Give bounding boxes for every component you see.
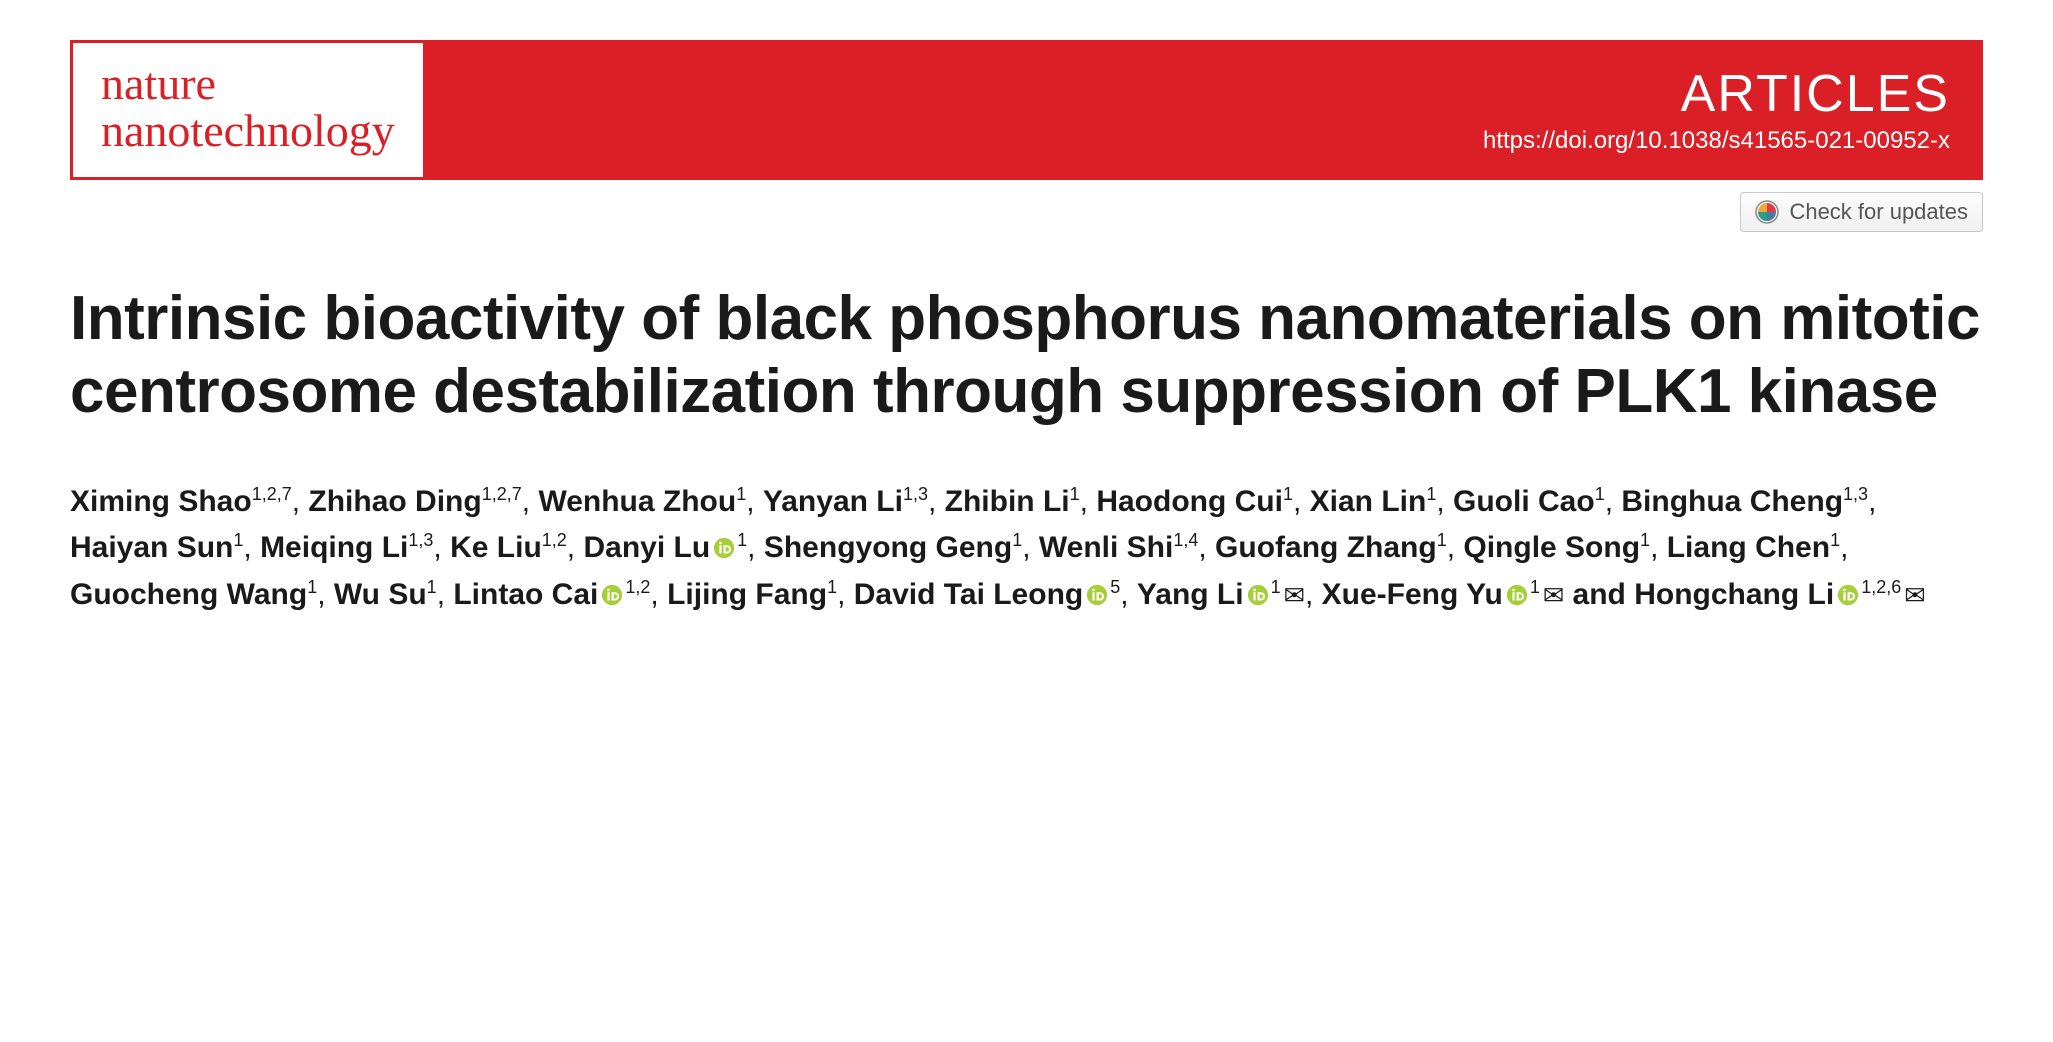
doi-url[interactable]: https://doi.org/10.1038/s41565-021-00952…: [1483, 127, 1950, 155]
corresponding-mail-icon: ✉: [1904, 577, 1925, 617]
author-affiliation: 1: [427, 577, 437, 597]
author-affiliation: 1,3: [903, 484, 928, 504]
section-label: ARTICLES: [1681, 66, 1950, 123]
author: Ke Liu1,2: [450, 531, 567, 564]
author-affiliation: 5: [1110, 577, 1120, 597]
corresponding-mail-icon: ✉: [1543, 577, 1564, 617]
author: Binghua Cheng1,3: [1621, 485, 1868, 518]
author-affiliation: 1,3: [408, 530, 433, 550]
crossmark-icon: [1755, 200, 1779, 224]
author-affiliation: 1,2: [625, 577, 650, 597]
author: Wenhua Zhou1: [538, 485, 746, 518]
journal-name-box: nature nanotechnology: [73, 43, 423, 177]
article-title: Intrinsic bioactivity of black phosphoru…: [70, 282, 1983, 428]
author: Guocheng Wang1: [70, 578, 317, 611]
author-affiliation: 1: [1530, 577, 1540, 597]
author: Zhihao Ding1,2,7: [308, 485, 521, 518]
author-affiliation: 1: [1070, 484, 1080, 504]
check-for-updates-label: Check for updates: [1789, 199, 1968, 225]
author: Liang Chen1: [1667, 531, 1840, 564]
author: Shengyong Geng1: [764, 531, 1022, 564]
author: Zhibin Li1: [945, 485, 1080, 518]
author: Yanyan Li1,3: [763, 485, 928, 518]
author-affiliation: 1: [1437, 530, 1447, 550]
author: Haodong Cui1: [1096, 485, 1293, 518]
orcid-icon: [1503, 578, 1530, 611]
author-affiliation: 1,3: [1843, 484, 1868, 504]
orcid-icon: [1083, 578, 1110, 611]
author-affiliation: 1,2,7: [482, 484, 522, 504]
author: Yang Li1✉: [1137, 578, 1305, 611]
author: Guoli Cao1: [1453, 485, 1605, 518]
author: Hongchang Li1,2,6✉: [1634, 578, 1925, 611]
orcid-icon: [1834, 578, 1861, 611]
author-affiliation: 1,4: [1173, 530, 1198, 550]
author: Qingle Song1: [1463, 531, 1650, 564]
author-affiliation: 1: [1012, 530, 1022, 550]
author-affiliation: 1: [1283, 484, 1293, 504]
author: Lijing Fang1: [667, 578, 837, 611]
check-updates-row: Check for updates: [70, 192, 1983, 232]
journal-name-line1: nature: [101, 61, 395, 107]
author-affiliation: 1: [1426, 484, 1436, 504]
author: Xue-Feng Yu1✉: [1322, 578, 1565, 611]
author-affiliation: 1: [233, 530, 243, 550]
author-affiliation: 1: [827, 577, 837, 597]
author-affiliation: 1: [1640, 530, 1650, 550]
author: Danyi Lu1: [583, 531, 747, 564]
author: Meiqing Li1,3: [260, 531, 433, 564]
author: Haiyan Sun1: [70, 531, 243, 564]
author-affiliation: 1: [1595, 484, 1605, 504]
author: Ximing Shao1,2,7: [70, 485, 292, 518]
author-affiliation: 1: [1830, 530, 1840, 550]
author: David Tai Leong5: [854, 578, 1120, 611]
author: Xian Lin1: [1310, 485, 1437, 518]
check-for-updates-button[interactable]: Check for updates: [1740, 192, 1983, 232]
author: Lintao Cai1,2: [453, 578, 650, 611]
author-affiliation: 1: [1271, 577, 1281, 597]
header-red-strip: ARTICLES https://doi.org/10.1038/s41565-…: [423, 43, 1980, 177]
author-affiliation: 1,2,7: [252, 484, 292, 504]
author-affiliation: 1: [737, 530, 747, 550]
author: Wu Su1: [334, 578, 437, 611]
corresponding-mail-icon: ✉: [1284, 577, 1305, 617]
author: Wenli Shi1,4: [1039, 531, 1199, 564]
journal-name-line2: nanotechnology: [101, 107, 395, 155]
author-affiliation: 1: [307, 577, 317, 597]
author-affiliation: 1: [736, 484, 746, 504]
author-affiliation: 1,2,6: [1861, 577, 1901, 597]
orcid-icon: [1244, 578, 1271, 611]
orcid-icon: [710, 531, 737, 564]
author: Guofang Zhang1: [1215, 531, 1447, 564]
orcid-icon: [598, 578, 625, 611]
author-list: Ximing Shao1,2,7, Zhihao Ding1,2,7, Wenh…: [70, 479, 1983, 619]
author-affiliation: 1,2: [542, 530, 567, 550]
journal-header-banner: nature nanotechnology ARTICLES https://d…: [70, 40, 1983, 180]
